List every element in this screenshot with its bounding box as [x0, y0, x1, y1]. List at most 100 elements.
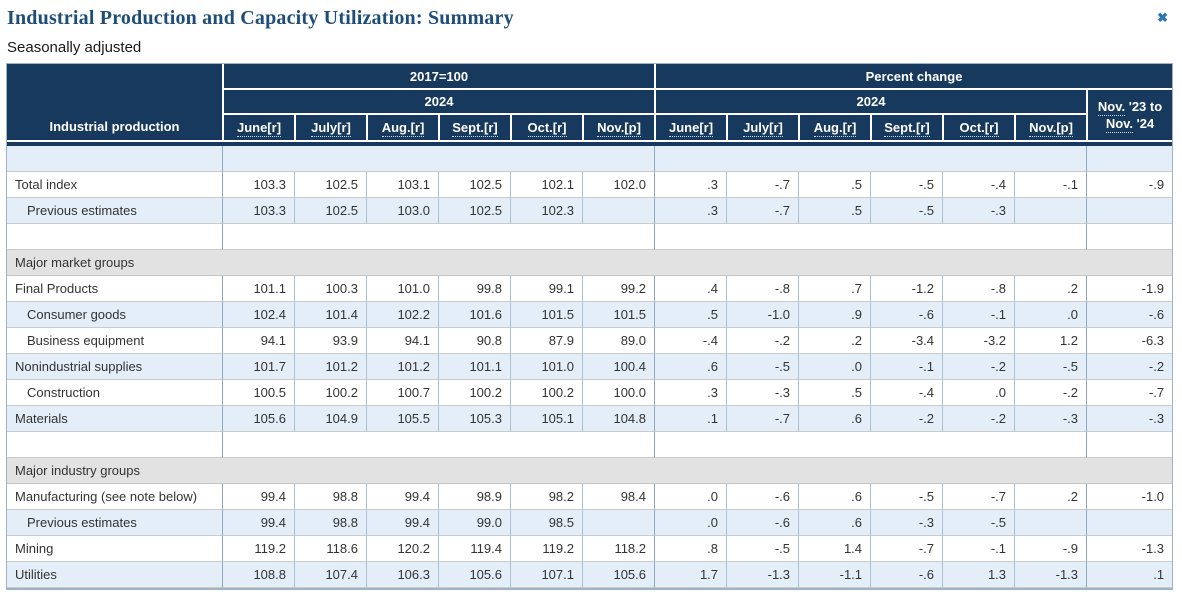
spacer-cell: [1086, 432, 1173, 458]
index-value: 119.2: [510, 536, 582, 562]
row-label: Business equipment: [7, 328, 222, 354]
table-row: Materials 105.6 104.9 105.5 105.3 105.1 104.8.…: [7, 406, 1173, 432]
month-header[interactable]: June[r]: [222, 115, 294, 142]
pct-change-value: -3.4: [870, 328, 943, 354]
index-value: 98.5: [510, 510, 582, 536]
row-label: Materials: [7, 406, 222, 432]
index-value: 101.1: [438, 354, 510, 380]
index-value: 120.2: [366, 536, 438, 562]
pct-change-value: .7: [798, 276, 871, 302]
pct-change-value: .0: [798, 354, 871, 380]
table-header: Industrial production 2017=100 Percent c…: [7, 64, 1173, 146]
pct-change-value: -.8: [726, 276, 799, 302]
pct-change-value: .2: [1014, 484, 1087, 510]
row-label: Construction: [7, 380, 222, 406]
subtitle: Seasonally adjusted: [7, 39, 142, 56]
group-header-pct-change: Percent change: [654, 64, 1173, 90]
pct-change-value: -.7: [870, 536, 943, 562]
pct-change-value: -.8: [942, 276, 1015, 302]
pct-change-value: .2: [1014, 276, 1087, 302]
pct-change-value: -.7: [726, 172, 799, 198]
table-row: Final Products 101.1 100.3 101.0 99.8 99.1 99.…: [7, 276, 1173, 302]
nov23-nov24-change: -1.9: [1086, 276, 1173, 302]
section-label: Major industry groups: [7, 458, 1173, 484]
index-value: 87.9: [510, 328, 582, 354]
pct-change-value: -.7: [726, 198, 799, 224]
table-row: Nonindustrial supplies 101.7 101.2 101.2 101…: [7, 354, 1173, 380]
spacer-row: [7, 146, 1173, 172]
pct-change-value: .6: [798, 484, 871, 510]
title-bar: Industrial Production and Capacity Utili…: [0, 0, 1182, 30]
pct-change-value: -.3: [870, 510, 943, 536]
month-header[interactable]: Oct.[r]: [942, 115, 1015, 142]
index-value: 93.9: [294, 328, 366, 354]
pct-change-value: -.2: [942, 406, 1015, 432]
index-value: 99.4: [366, 484, 438, 510]
pct-change-value: -3.2: [942, 328, 1015, 354]
index-value: 107.1: [510, 562, 582, 588]
nov-abbr[interactable]: Nov.: [1105, 116, 1134, 133]
index-value: 101.5: [510, 302, 582, 328]
index-value: 105.3: [438, 406, 510, 432]
index-value: 101.2: [366, 354, 438, 380]
nov23-nov24-change: -.9: [1086, 172, 1173, 198]
months-row: June[r] July[r] Aug.[r] Sept.[r] Oct.[r] Nov.…: [7, 115, 1172, 142]
pct-change-value: .2: [798, 328, 871, 354]
index-value: 94.1: [366, 328, 438, 354]
close-icon[interactable]: ✖: [1157, 10, 1168, 25]
pct-change-value: .6: [798, 406, 871, 432]
pct-change-value: .5: [798, 380, 871, 406]
table-row: Manufacturing (see note below) 99.4 98.8 99…: [7, 484, 1173, 510]
row-label: Previous estimates: [7, 198, 222, 224]
pct-change-value: 1.2: [1014, 328, 1087, 354]
index-value: 118.2: [582, 536, 655, 562]
pct-change-value: -1.2: [870, 276, 943, 302]
month-header[interactable]: June[r]: [654, 115, 727, 142]
month-header[interactable]: Sept.[r]: [870, 115, 943, 142]
pct-change-value: -.6: [726, 510, 799, 536]
month-header[interactable]: Aug.[r]: [366, 115, 438, 142]
month-header[interactable]: Nov.[p]: [1014, 115, 1087, 142]
section-row: Major industry groups: [7, 458, 1173, 484]
pct-change-value: -.5: [870, 172, 943, 198]
row-label: Total index: [7, 172, 222, 198]
section-row: Major market groups: [7, 250, 1173, 276]
pct-change-value: -.7: [726, 406, 799, 432]
index-value: 106.3: [366, 562, 438, 588]
table-row: Total index 103.3 102.5 103.1 102.5 102.1 102.…: [7, 172, 1173, 198]
month-header[interactable]: Sept.[r]: [438, 115, 510, 142]
month-header[interactable]: Aug.[r]: [798, 115, 871, 142]
col-header-nov23-nov24[interactable]: Nov. '23 to Nov. '24: [1086, 90, 1173, 142]
pct-change-value: -.5: [1014, 354, 1087, 380]
pct-change-value: -.5: [870, 198, 943, 224]
index-value: 100.2: [510, 380, 582, 406]
index-value: 99.0: [438, 510, 510, 536]
row-label: Final Products: [7, 276, 222, 302]
month-header[interactable]: July[r]: [294, 115, 366, 142]
pct-change-value: -.5: [942, 510, 1015, 536]
index-value: 101.0: [510, 354, 582, 380]
spacer-cell: [1086, 224, 1173, 250]
nov-abbr[interactable]: Nov.: [1097, 99, 1126, 116]
pct-change-value: .9: [798, 302, 871, 328]
spacer-row: [7, 224, 1173, 250]
month-header[interactable]: July[r]: [726, 115, 799, 142]
index-value: 103.0: [366, 198, 438, 224]
index-value: 101.1: [222, 276, 294, 302]
table-row: Consumer goods 102.4 101.4 102.2 101.6 101.5 1…: [7, 302, 1173, 328]
group-header-row: Industrial production 2017=100 Percent c…: [7, 64, 1173, 142]
index-value: 99.2: [582, 276, 655, 302]
pct-change-value: .3: [654, 172, 727, 198]
index-value: 101.7: [222, 354, 294, 380]
table-row: Mining 119.2 118.6 120.2 119.4 119.2 118.2.8 -.…: [7, 536, 1173, 562]
index-value: 102.0: [582, 172, 655, 198]
row-label: Nonindustrial supplies: [7, 354, 222, 380]
pct-change-value: -.3: [942, 198, 1015, 224]
month-header[interactable]: Oct.[r]: [510, 115, 582, 142]
month-header[interactable]: Nov.[p]: [582, 115, 655, 142]
pct-change-value: -.7: [942, 484, 1015, 510]
index-value: 105.6: [222, 406, 294, 432]
index-value: 89.0: [582, 328, 655, 354]
index-value: 90.8: [438, 328, 510, 354]
